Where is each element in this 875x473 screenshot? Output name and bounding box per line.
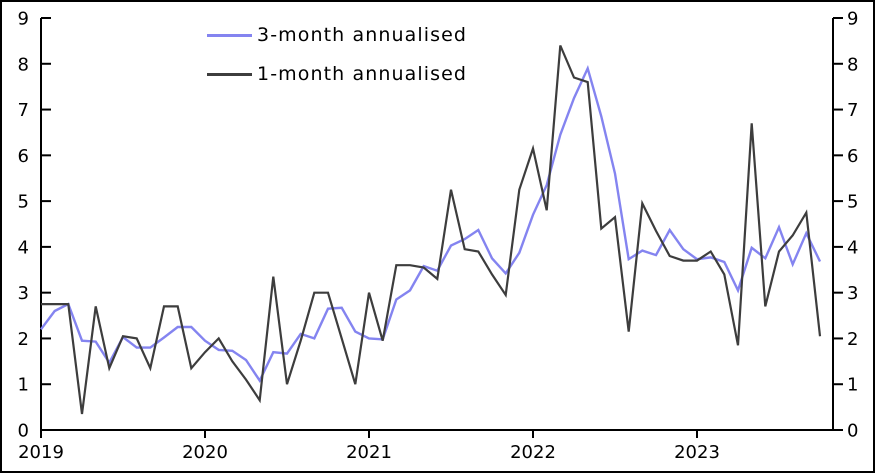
legend: 3-month annualised 1-month annualised (207, 22, 467, 100)
y-axis-label-right: 5 (847, 192, 858, 213)
y-axis-label-left: 6 (18, 146, 29, 167)
y-axis-label-left: 4 (18, 237, 29, 258)
y-axis-label-right: 2 (847, 329, 858, 350)
x-axis-label: 2021 (346, 442, 392, 463)
y-axis-label-right: 6 (847, 146, 858, 167)
axes-frame (40, 18, 834, 431)
y-axis-label-left: 7 (18, 100, 29, 121)
y-axis-label-right: 1 (847, 375, 858, 396)
y-axis-label-left: 2 (18, 329, 29, 350)
x-axis-label: 2019 (18, 442, 64, 463)
legend-item-3-month-annualised: 3-month annualised (207, 22, 467, 48)
x-axis-label: 2023 (674, 442, 720, 463)
legend-item-1-month-annualised: 1-month annualised (207, 61, 467, 87)
3-month-line-swatch-icon (207, 33, 252, 37)
1-month-line-swatch-icon (207, 72, 252, 76)
y-axis-label-left: 5 (18, 192, 29, 213)
series-line-3-month-annualised (40, 64, 822, 384)
y-axis-label-right: 0 (847, 421, 858, 442)
y-axis-label-left: 3 (18, 283, 29, 304)
y-axis-label-right: 8 (847, 54, 858, 75)
y-axis-label-left: 9 (18, 9, 29, 30)
x-axis-label: 2020 (182, 442, 228, 463)
y-axis-label-left: 1 (18, 375, 29, 396)
y-axis-label-right: 4 (847, 237, 858, 258)
y-axis-label-right: 3 (847, 283, 858, 304)
x-axis-label: 2022 (510, 442, 556, 463)
y-axis-label-left: 0 (18, 421, 29, 442)
y-axis-label-right: 9 (847, 9, 858, 30)
y-axis-label-right: 7 (847, 100, 858, 121)
y-axis-label-left: 8 (18, 54, 29, 75)
series-line-1-month-annualised (41, 45, 822, 415)
legend-label-1-month: 1-month annualised (257, 63, 468, 85)
legend-label-3-month: 3-month annualised (257, 24, 468, 46)
